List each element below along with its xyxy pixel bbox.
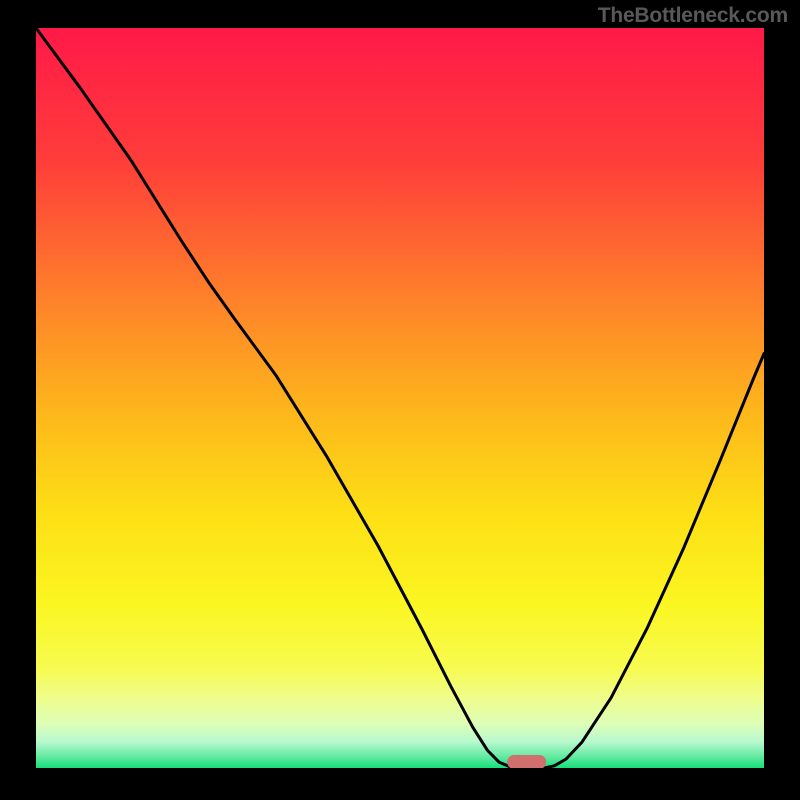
gradient-background	[36, 28, 764, 768]
valley-marker	[507, 755, 546, 768]
outer-frame: TheBottleneck.com	[0, 0, 800, 800]
plot-area	[36, 28, 764, 768]
watermark-text: TheBottleneck.com	[598, 4, 788, 28]
bottleneck-chart	[36, 28, 764, 768]
